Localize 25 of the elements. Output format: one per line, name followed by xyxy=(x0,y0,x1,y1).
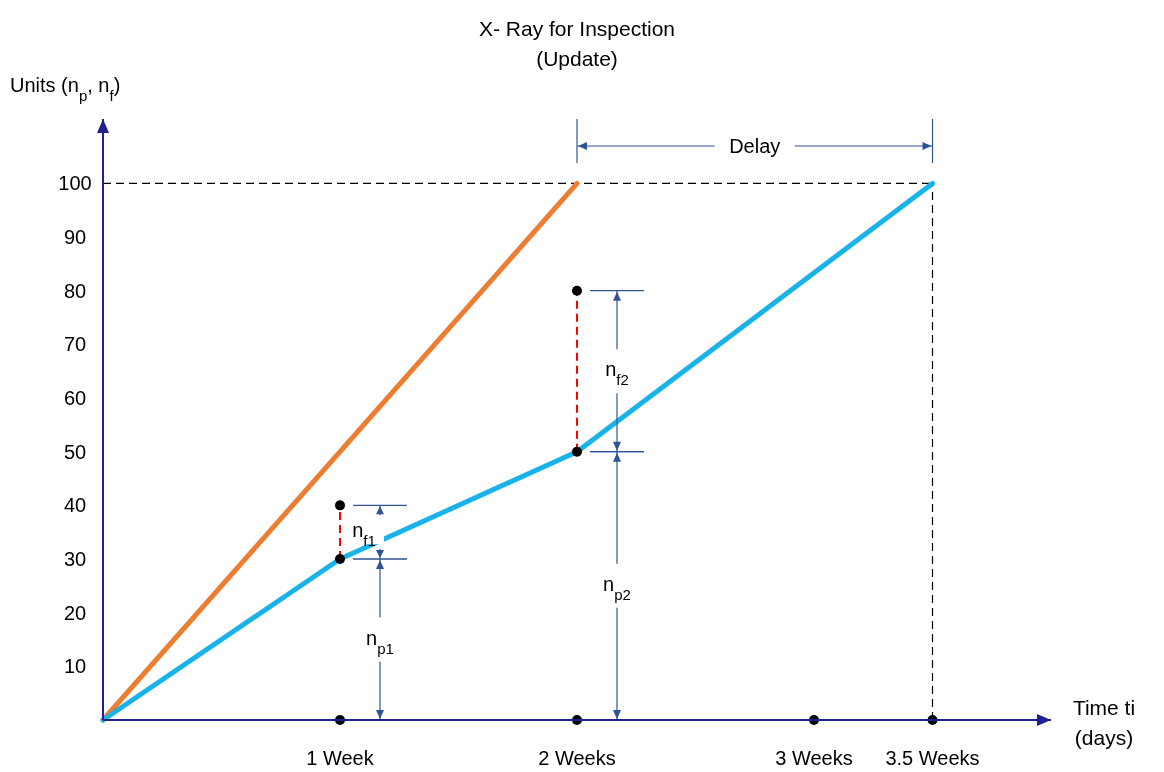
point xyxy=(335,554,345,565)
chart-title: X- Ray for Inspection (Update) xyxy=(478,17,676,70)
y-tick-label: 70 xyxy=(63,333,87,356)
y-tick-label: 80 xyxy=(63,279,87,302)
point xyxy=(335,500,345,511)
y-tick-label: 10 xyxy=(63,655,87,678)
annotation: n$_{p2}$ xyxy=(603,572,631,603)
x-tick-label: 3.5 Weeks xyxy=(885,747,980,769)
y-tick-label: 90 xyxy=(63,226,87,249)
y-tick-label: 30 xyxy=(63,548,87,571)
annotation: Delay xyxy=(729,135,781,157)
y-tick-label: 60 xyxy=(63,387,87,410)
y-axis-title: Units (n$_{p}$, n$_{f}$) xyxy=(10,74,121,104)
annotation: n$_{f2}$ xyxy=(605,358,629,388)
y-tick-label: 100 xyxy=(58,172,92,195)
y-tick-label: 20 xyxy=(63,601,87,624)
annotation: n$_{p1}$ xyxy=(366,626,394,657)
y-tick-label: 50 xyxy=(63,440,87,463)
x-tick-label: 3 Weeks xyxy=(775,747,853,769)
point xyxy=(572,446,582,457)
x-axis-title: Time ti (days) xyxy=(1072,696,1136,749)
y-tick-label: 40 xyxy=(63,494,87,517)
x-tick-label: 2 Weeks xyxy=(538,747,616,769)
point xyxy=(572,285,582,296)
x-tick-label: 1 Week xyxy=(306,747,375,769)
